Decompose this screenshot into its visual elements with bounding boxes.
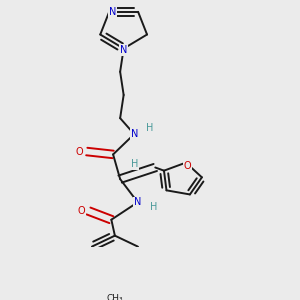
Text: N: N: [109, 7, 116, 17]
Text: H: H: [130, 159, 138, 169]
Text: N: N: [120, 45, 127, 55]
Text: O: O: [76, 146, 84, 157]
Text: CH₃: CH₃: [106, 293, 123, 300]
Text: O: O: [78, 206, 85, 216]
Text: N: N: [134, 197, 141, 207]
Text: H: H: [150, 202, 157, 212]
Text: N: N: [130, 129, 138, 139]
Text: O: O: [184, 160, 191, 170]
Text: H: H: [146, 123, 154, 133]
